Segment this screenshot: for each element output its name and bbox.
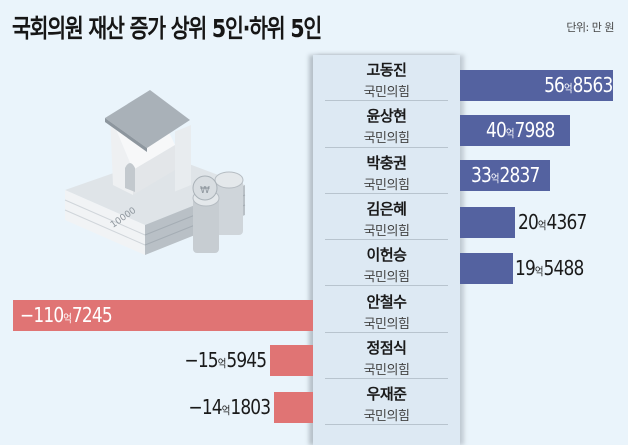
- member-name: 박충권: [366, 153, 407, 172]
- row-divider: [325, 239, 448, 241]
- bar-value-label: 40억7988: [486, 118, 555, 142]
- row-divider: [325, 192, 448, 194]
- member-row: 고동진 국민의힘: [313, 55, 460, 102]
- row-divider: [325, 378, 448, 380]
- member-name: 안철수: [366, 292, 407, 311]
- row-divider: [325, 100, 448, 102]
- increase-bar: [460, 115, 570, 146]
- member-row: 안철수 국민의힘: [313, 287, 460, 333]
- decrease-bar: [270, 345, 313, 376]
- house-icon: [105, 90, 190, 195]
- member-row: 정점식 국민의힘: [313, 333, 460, 380]
- member-party: 국민의힘: [363, 223, 410, 239]
- row-divider: [325, 285, 448, 287]
- bar-value-label: 19억5488: [515, 256, 584, 280]
- member-party: 국민의힘: [363, 316, 410, 332]
- member-row: 김은혜 국민의힘: [313, 194, 460, 241]
- member-party: 국민의힘: [363, 85, 410, 100]
- bar-value-label: 56억8563: [544, 73, 613, 97]
- decrease-bar: [274, 392, 313, 423]
- decrease-bar: [13, 300, 313, 331]
- row-divider: [325, 331, 448, 333]
- member-row: 우재준 국민의힘: [313, 379, 460, 426]
- bar-value-label: −110억7245: [20, 303, 113, 327]
- bar-value-label: −14억1803: [188, 395, 271, 419]
- coins-icon: ₩: [192, 171, 244, 253]
- member-name: 윤상현: [366, 107, 407, 126]
- member-name: 정점식: [366, 338, 407, 357]
- member-row: 윤상현 국민의힘: [313, 101, 460, 148]
- increase-bar: [460, 253, 513, 284]
- chart-title: 국회의원 재산 증가 상위 5인·하위 5인: [12, 14, 322, 43]
- row-divider: [325, 146, 448, 148]
- house-money-illustration: 10000 ₩: [64, 90, 246, 255]
- member-party: 국민의힘: [363, 270, 410, 286]
- svg-text:₩: ₩: [200, 185, 210, 196]
- bar-value-label: 20억4367: [518, 210, 587, 234]
- bar-value-label: 33억2837: [471, 163, 540, 187]
- row-divider: [325, 424, 448, 426]
- increase-bar: [460, 160, 550, 191]
- member-name: 이헌승: [366, 246, 407, 265]
- member-name: 고동진: [366, 61, 407, 79]
- member-row: 이헌승 국민의힘: [313, 240, 460, 287]
- increase-bar: [460, 207, 515, 238]
- member-name: 김은혜: [366, 199, 407, 218]
- member-row: 박충권 국민의힘: [313, 148, 460, 194]
- name-panel: 고동진 국민의힘 윤상현 국민의힘 박충권 국민의힘 김은혜 국민의힘 이헌승 …: [313, 55, 460, 445]
- unit-label: 단위: 만 원: [566, 21, 614, 34]
- member-party: 국민의힘: [363, 177, 410, 193]
- increase-bar: [460, 70, 613, 101]
- bar-value-label: −15억5945: [184, 348, 267, 372]
- member-party: 국민의힘: [363, 409, 410, 425]
- member-party: 국민의힘: [363, 362, 410, 378]
- member-party: 국민의힘: [363, 131, 410, 147]
- member-name: 우재준: [366, 385, 407, 404]
